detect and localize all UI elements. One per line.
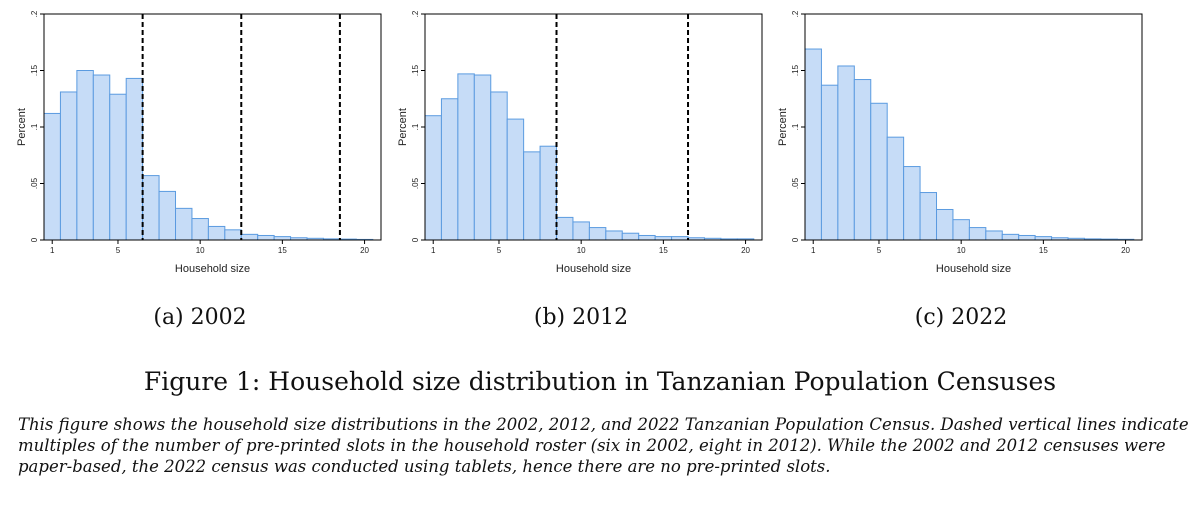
y-tick-label: .2 [411, 10, 420, 17]
chart-panel-2002: 1 5 10 15 20 0.05.1.15.2 Household size Percent… [0, 0, 400, 330]
bar-size-4 [473, 74, 492, 241]
bar-size-12 [985, 230, 1003, 241]
bar-size-14 [638, 234, 656, 241]
bar-size-6 [506, 118, 525, 241]
y-tick-label: .2 [791, 10, 800, 17]
bar-size-7 [142, 175, 160, 241]
bar-size-2 [440, 98, 459, 241]
x-tick-label: 1 [811, 246, 816, 255]
bar-size-11 [207, 225, 226, 241]
subcaption-2012: (b) 2012 [533, 305, 629, 330]
subcaption-2002: (a) 2002 [153, 305, 247, 330]
bar-size-14 [257, 234, 275, 241]
bar-size-13 [240, 233, 259, 241]
y-tick-label: .1 [791, 123, 800, 130]
bar-size-8 [539, 145, 558, 241]
bar-size-7 [903, 166, 921, 241]
x-axis-title: Household size [175, 263, 250, 275]
bar-size-1 [424, 115, 442, 241]
y-tick-label: .2 [30, 10, 39, 17]
y-axis-title: Percent [16, 108, 28, 146]
x-tick-label: 5 [116, 246, 121, 255]
bar-size-14 [1018, 234, 1036, 241]
bar-size-1 [804, 48, 822, 241]
bar-size-3 [457, 73, 475, 241]
x-tick-label: 20 [1121, 246, 1130, 255]
y-tick-label: .15 [30, 64, 39, 76]
y-tick-label: 0 [411, 237, 420, 242]
bar-size-11 [968, 227, 987, 241]
subcaption-2022: (c) 2022 [914, 305, 1008, 330]
bar-size-8 [919, 192, 938, 241]
chart-panel-2022: 1 5 10 15 20 0.05.1.15.2 Household size Percent… [761, 0, 1161, 330]
figure-note: This figure shows the household size dis… [18, 415, 1189, 476]
y-tick-label: .1 [30, 123, 39, 130]
x-tick-label: 1 [431, 246, 436, 255]
bar-size-13 [1001, 233, 1020, 241]
chart-panel-2012: 1 5 10 15 20 0.05.1.15.2 Household size Percent… [381, 0, 781, 330]
x-tick-label: 10 [196, 246, 205, 255]
bar-size-5 [870, 102, 888, 241]
y-tick-label: .1 [411, 123, 420, 130]
bar-size-8 [158, 190, 177, 241]
bar-size-7 [523, 151, 541, 241]
bar-size-10 [952, 219, 970, 241]
y-axis-title: Percent [777, 108, 789, 146]
x-tick-label: 5 [497, 246, 502, 255]
y-tick-label: .05 [30, 177, 39, 189]
x-tick-label: 15 [659, 246, 668, 255]
bar-size-3 [837, 65, 855, 241]
bar-size-5 [490, 91, 508, 241]
x-tick-label: 20 [741, 246, 750, 255]
bar-size-16 [671, 236, 689, 241]
x-tick-label: 1 [50, 246, 55, 255]
bar-size-6 [886, 136, 905, 241]
bar-size-9 [175, 207, 193, 241]
bar-size-1 [43, 112, 61, 241]
x-tick-label: 15 [278, 246, 287, 255]
bar-size-13 [621, 232, 640, 241]
x-tick-label: 10 [957, 246, 966, 255]
y-tick-label: .15 [411, 64, 420, 76]
bar-size-2 [59, 91, 78, 241]
bar-size-9 [936, 208, 954, 241]
bar-size-10 [191, 218, 209, 241]
bar-size-12 [605, 230, 623, 241]
bar-size-9 [556, 216, 574, 241]
bar-size-4 [92, 74, 111, 241]
x-tick-label: 10 [577, 246, 586, 255]
y-axis-title: Percent [397, 108, 409, 146]
bar-size-15 [654, 236, 673, 241]
bar-size-6 [125, 77, 144, 241]
figure-title: Figure 1: Household size distribution in… [143, 367, 1057, 396]
x-tick-label: 20 [360, 246, 369, 255]
y-tick-label: .05 [411, 177, 420, 189]
bar-size-15 [1034, 236, 1053, 241]
bar-size-12 [224, 229, 242, 241]
y-tick-label: .05 [791, 177, 800, 189]
bar-size-2 [820, 84, 839, 241]
x-tick-label: 15 [1039, 246, 1048, 255]
bar-size-10 [572, 221, 590, 241]
y-tick-label: 0 [30, 237, 39, 242]
y-tick-label: 0 [791, 237, 800, 242]
bar-size-11 [588, 227, 607, 241]
bar-size-3 [76, 70, 94, 241]
y-tick-label: .15 [791, 64, 800, 76]
x-axis-title: Household size [556, 263, 631, 275]
bar-size-15 [273, 236, 292, 241]
x-tick-label: 5 [877, 246, 882, 255]
bar-size-5 [109, 93, 127, 241]
bar-size-4 [853, 79, 872, 241]
x-axis-title: Household size [936, 263, 1011, 275]
